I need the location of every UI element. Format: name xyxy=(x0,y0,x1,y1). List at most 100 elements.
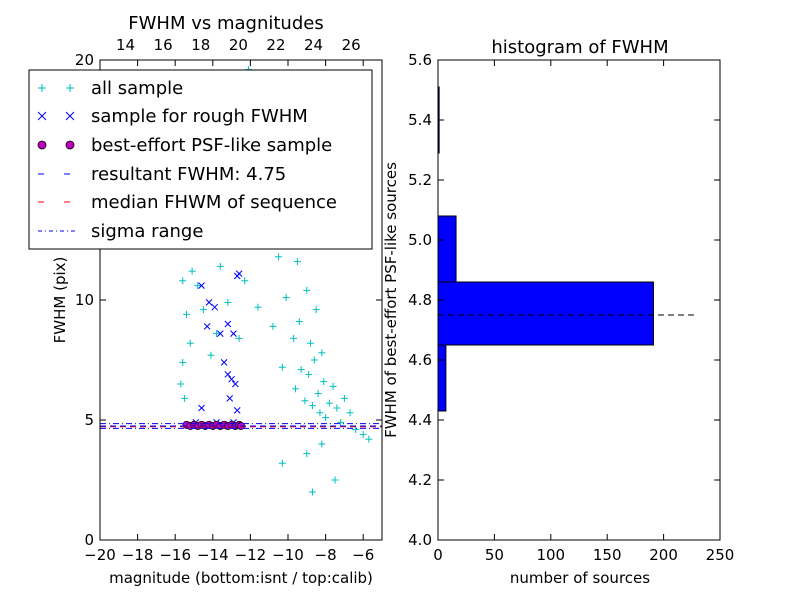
all-sample-point xyxy=(290,334,298,342)
all-sample-point xyxy=(318,440,326,448)
all-sample-point xyxy=(312,306,320,314)
x-tick-label: −8 xyxy=(315,546,337,564)
x2-tick-label: 16 xyxy=(154,36,173,54)
all-sample-point xyxy=(337,418,345,426)
rough-fwhm-point xyxy=(226,395,234,402)
all-sample-point xyxy=(269,322,277,330)
all-sample-point xyxy=(186,339,194,347)
all-sample-point xyxy=(194,282,202,290)
all-sample-point xyxy=(320,378,328,386)
legend-box xyxy=(28,69,373,250)
histogram-ylabel: FWHM of best-effort PSF-like sources xyxy=(382,162,400,438)
all-sample-point xyxy=(278,459,286,467)
legend-label-all-sample: all sample xyxy=(91,78,183,99)
hist-y-tick-label: 4.6 xyxy=(408,351,432,369)
histogram-panel: 0 50 100 150 200 250 4.0 4.2 4.4 4.6 4.8 5.0 5.2 5.4 5… xyxy=(382,37,734,587)
all-sample-point xyxy=(181,394,189,402)
y-tick-label-top: 20 xyxy=(75,51,94,69)
x2-tick-label: 20 xyxy=(229,36,248,54)
rough-fwhm-point xyxy=(216,330,224,337)
legend-marker-plus xyxy=(38,84,46,92)
all-sample-point xyxy=(213,330,221,338)
histogram-title: histogram of FWHM xyxy=(491,37,668,58)
all-sample-point xyxy=(179,358,187,366)
all-sample-point xyxy=(254,303,262,311)
y-tick-label: 0 xyxy=(84,531,94,549)
x-tick-label: −16 xyxy=(159,546,191,564)
scatter-ylabel: FWHM (pix) xyxy=(51,257,69,344)
all-sample-point xyxy=(216,262,224,270)
legend-marker-x xyxy=(65,111,75,121)
all-sample-point xyxy=(308,488,316,496)
rough-fwhm-point xyxy=(198,282,205,289)
x-tick-label: −10 xyxy=(272,546,304,564)
all-sample-point xyxy=(199,306,207,314)
all-sample-point xyxy=(329,382,337,390)
histogram-bar xyxy=(437,344,447,412)
all-sample-point xyxy=(278,363,286,371)
legend: all sample sample for rough FWHM best-ef… xyxy=(28,69,373,250)
scatter-ticks: −20 −18 −16 −14 −12 −10 −8 −6 14 16 18 20 22 24 26 0 5 10… xyxy=(75,36,382,564)
all-sample-point xyxy=(241,277,249,285)
histogram-ticks: 0 50 100 150 200 250 4.0 4.2 4.4 4.6 4.8 5.0 5.2 5.4 5… xyxy=(408,51,734,564)
hist-x-tick-label: 150 xyxy=(593,546,622,564)
all-sample-point xyxy=(282,294,290,302)
legend-markers xyxy=(37,84,78,232)
x-tick-label: −12 xyxy=(235,546,267,564)
scatter-xlabel: magnitude (bottom:isnt / top:calib) xyxy=(109,569,373,587)
x-tick-label: −14 xyxy=(197,546,229,564)
all-sample-point xyxy=(314,390,322,398)
histogram-xlabel: number of sources xyxy=(510,569,650,587)
all-sample-point xyxy=(308,402,316,410)
all-sample-point xyxy=(359,430,367,438)
hist-y-tick-label: 5.2 xyxy=(408,171,432,189)
legend-label-resultant-fwhm: resultant FWHM: 4.75 xyxy=(91,164,286,185)
histogram-bar xyxy=(437,215,457,283)
all-sample-point xyxy=(179,277,187,285)
legend-label-sigma-range: sigma range xyxy=(91,221,203,242)
all-sample-point xyxy=(297,366,305,374)
legend-label-rough-fwhm: sample for rough FWHM xyxy=(91,106,308,127)
x2-tick-label: 14 xyxy=(116,36,135,54)
hist-x-tick-label: 100 xyxy=(536,546,565,564)
all-sample-point xyxy=(301,397,309,405)
legend-marker-x xyxy=(37,111,47,121)
hist-y-tick-label: 4.4 xyxy=(408,411,432,429)
rough-fwhm-point xyxy=(203,323,211,330)
scatter-panel: −20 −18 −16 −14 −12 −10 −8 −6 14 16 18 20 22 24 26 0 5 10… xyxy=(28,13,383,587)
all-sample-point xyxy=(325,399,333,407)
scatter-title: FWHM vs magnitudes xyxy=(128,13,323,34)
y-tick-label: 5 xyxy=(84,411,94,429)
rough-fwhm-point xyxy=(228,375,235,383)
all-sample-point xyxy=(207,351,215,359)
all-sample-point xyxy=(346,409,354,417)
rough-fwhm-point xyxy=(233,407,241,414)
x-tick-label: −20 xyxy=(84,546,116,564)
x2-tick-label: 18 xyxy=(191,36,210,54)
x2-tick-label: 22 xyxy=(266,36,285,54)
legend-marker-circle xyxy=(37,140,47,150)
all-sample-point xyxy=(295,318,303,326)
all-sample-point xyxy=(352,426,360,434)
legend-marker-plus xyxy=(66,84,74,92)
rough-fwhm-point xyxy=(198,404,205,412)
rough-fwhm-point xyxy=(211,303,219,311)
all-sample-point xyxy=(316,409,324,417)
all-sample-point xyxy=(331,476,339,484)
hist-y-tick-label: 5.0 xyxy=(408,231,432,249)
hist-y-tick-label: 5.4 xyxy=(408,111,432,129)
x2-tick-label: 24 xyxy=(304,36,323,54)
scatter-reference-lines xyxy=(100,423,382,429)
rough-fwhm-point xyxy=(233,272,241,280)
hist-x-tick-label: 200 xyxy=(649,546,678,564)
all-sample-point xyxy=(293,258,301,266)
rough-fwhm-point xyxy=(230,330,237,337)
all-sample-point xyxy=(188,267,196,275)
rough-fwhm-point xyxy=(205,299,213,306)
all-sample-point xyxy=(292,385,300,393)
rough-fwhm-point xyxy=(232,380,239,388)
x-tick-label: −18 xyxy=(122,546,154,564)
all-sample-point xyxy=(182,310,190,318)
all-sample-point xyxy=(235,334,243,342)
all-sample-point xyxy=(322,414,330,422)
